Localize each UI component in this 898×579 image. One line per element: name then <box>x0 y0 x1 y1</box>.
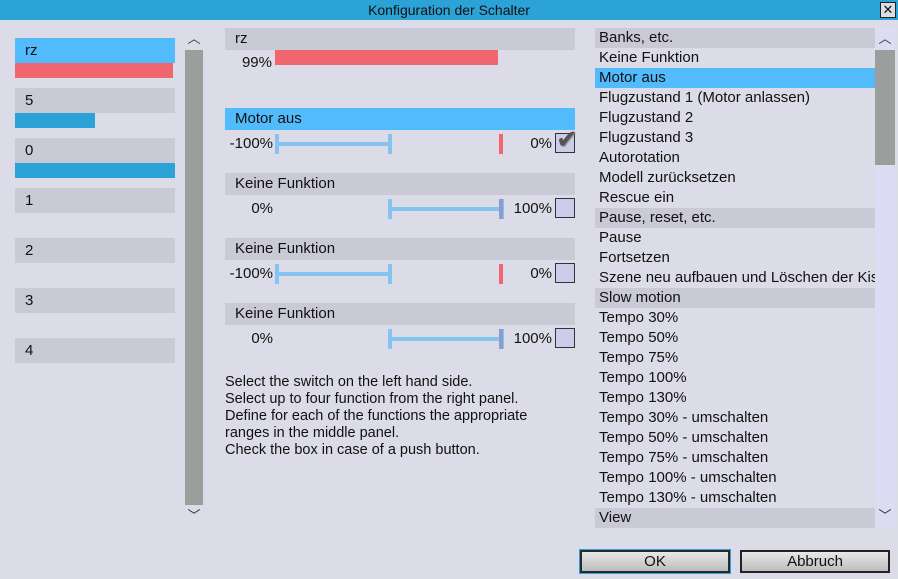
function-list-item[interactable]: Motor aus <box>595 68 875 88</box>
function-group-header: Pause, reset, etc. <box>595 208 875 228</box>
range-max-label: 100% <box>513 330 552 347</box>
push-button-checkbox[interactable] <box>555 263 575 283</box>
function-list-item[interactable]: Tempo 100% <box>599 369 687 386</box>
current-switch-name: rz <box>225 28 575 50</box>
help-line: Define for each of the functions the app… <box>225 408 528 424</box>
function-list-item[interactable]: Tempo 30% <box>599 309 679 326</box>
range-min-label: 0% <box>251 200 273 217</box>
function-list-item[interactable]: Flugzustand 3 <box>599 129 694 146</box>
scrollbar-thumb[interactable] <box>875 50 895 165</box>
switch-item-4[interactable]: 4 <box>15 338 175 363</box>
switch-item-5[interactable]: 5 <box>15 88 175 113</box>
checkmark-icon: ✔ <box>556 124 578 154</box>
function-list-item[interactable]: Rescue ein <box>599 189 675 206</box>
function-list-item[interactable]: Tempo 50% - umschalten <box>599 429 769 446</box>
scrollbar-thumb[interactable] <box>185 50 203 505</box>
function-group-header: Slow motion <box>595 288 875 308</box>
function-slot-header[interactable]: Keine Funktion <box>225 303 575 325</box>
scroll-up-icon[interactable]: ︿ <box>187 31 201 46</box>
function-list-item[interactable]: Tempo 75% - umschalten <box>599 449 769 466</box>
range-min-handle[interactable] <box>275 134 279 154</box>
switch-item-rz[interactable]: rz <box>15 38 175 63</box>
range-track[interactable] <box>277 142 390 146</box>
current-value-marker <box>498 329 503 349</box>
title-bar: Konfiguration der Schalter <box>0 0 898 20</box>
function-group-header: Banks, etc. <box>595 28 875 48</box>
switch-item-0[interactable]: 0 <box>15 138 175 163</box>
scroll-down-icon[interactable]: ﹀ <box>187 508 201 523</box>
help-line: Select the switch on the left hand side. <box>225 374 473 390</box>
range-max-label: 0% <box>530 265 552 282</box>
help-line: ranges in the middle panel. <box>225 425 400 441</box>
range-max-handle[interactable] <box>387 134 392 154</box>
current-value-marker <box>498 134 503 154</box>
push-button-checkbox[interactable] <box>555 328 575 348</box>
scroll-up-icon[interactable]: ︿ <box>878 31 892 46</box>
switch-item-1[interactable]: 1 <box>15 188 175 213</box>
scroll-down-icon[interactable]: ﹀ <box>878 508 892 523</box>
function-list-item[interactable]: Modell zurücksetzen <box>599 169 736 186</box>
switch-value-bar <box>15 163 175 178</box>
function-slot-header[interactable]: Keine Funktion <box>225 173 575 195</box>
range-track[interactable] <box>389 337 502 341</box>
function-list-item[interactable]: Tempo 50% <box>599 329 679 346</box>
function-list-item[interactable]: Autorotation <box>599 149 680 166</box>
close-icon[interactable]: ✕ <box>880 2 896 18</box>
push-button-checkbox[interactable] <box>555 198 575 218</box>
push-button-checkbox[interactable]: ✔ <box>555 124 578 154</box>
function-slot-header[interactable]: Keine Funktion <box>225 238 575 260</box>
range-min-handle[interactable] <box>275 264 279 284</box>
switch-list-scrollbar[interactable]: ︿ ﹀ <box>183 28 205 527</box>
window-title: Konfiguration der Schalter <box>368 2 530 18</box>
function-list-item[interactable]: Flugzustand 2 <box>599 109 694 126</box>
function-list-item[interactable]: Pause <box>599 229 642 246</box>
ok-button[interactable]: OK <box>579 549 731 574</box>
switch-value-bar <box>15 63 174 78</box>
current-value-marker <box>498 199 503 219</box>
function-list-scrollbar[interactable]: ︿ ﹀ <box>875 28 895 527</box>
help-line: Select up to four function from the righ… <box>225 391 519 407</box>
range-max-handle[interactable] <box>387 264 392 284</box>
function-list-item[interactable]: Tempo 130% <box>599 389 687 406</box>
cancel-button[interactable]: Abbruch <box>740 550 890 573</box>
range-track[interactable] <box>277 272 390 276</box>
range-min-label: -100% <box>229 135 273 152</box>
function-list-item[interactable]: Flugzustand 1 (Motor anlassen) <box>599 89 810 106</box>
range-min-handle[interactable] <box>387 329 392 349</box>
range-max-label: 100% <box>513 200 552 217</box>
range-min-label: 0% <box>251 330 273 347</box>
range-track[interactable] <box>389 207 502 211</box>
function-list-item[interactable]: Keine Funktion <box>599 49 700 66</box>
function-list: Banks, etc. Keine Funktion Motor aus Flugzu… <box>595 28 875 528</box>
function-list-item[interactable]: Szene neu aufbauen und Löschen der Kiste… <box>599 269 875 286</box>
current-value-bar <box>275 50 498 65</box>
current-value-marker <box>498 264 503 284</box>
help-text: Select the switch on the left hand side.… <box>225 374 527 459</box>
function-group-header: View <box>595 508 875 528</box>
function-list-item[interactable]: Fortsetzen <box>599 249 670 266</box>
range-max-label: 0% <box>530 135 552 152</box>
switch-item-2[interactable]: 2 <box>15 238 175 263</box>
function-slot-header[interactable]: Motor aus <box>225 108 575 130</box>
function-list-item[interactable]: Tempo 100% - umschalten <box>599 469 777 486</box>
range-min-label: -100% <box>229 265 273 282</box>
current-value-label: 99% <box>241 54 272 71</box>
function-list-item[interactable]: Tempo 30% - umschalten <box>599 409 769 426</box>
switch-value-bar <box>15 113 95 128</box>
function-list-item[interactable]: Tempo 75% <box>599 349 679 366</box>
function-list-item[interactable]: Tempo 130% - umschalten <box>599 489 777 506</box>
help-line: Check the box in case of a push button. <box>225 442 480 458</box>
switch-item-3[interactable]: 3 <box>15 288 175 313</box>
range-min-handle[interactable] <box>387 199 392 219</box>
